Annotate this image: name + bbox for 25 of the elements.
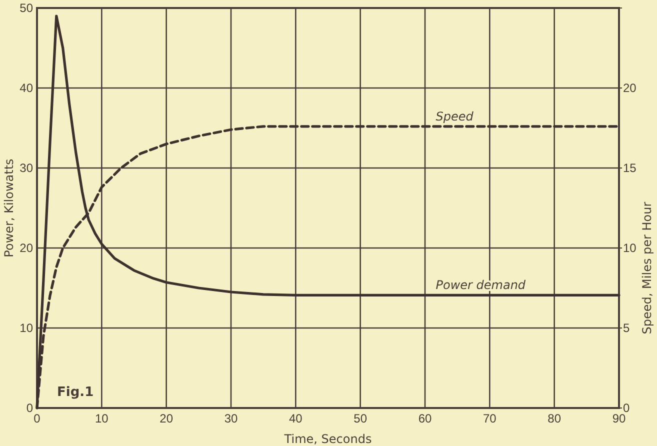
- x-tick-label: 80: [548, 412, 562, 426]
- y2-tick-label: 15: [623, 160, 637, 175]
- y2-axis-title: Speed, Miles per Hour: [640, 202, 654, 334]
- y-tick-label: 40: [20, 80, 34, 95]
- x-tick-label: 10: [94, 412, 109, 426]
- y-tick-label: 10: [20, 320, 34, 335]
- annotation: Fig.1: [57, 385, 94, 400]
- y2-tick-label: 0: [623, 400, 630, 415]
- y2-tick-label: 5: [623, 320, 630, 335]
- x-axis-title: Time, Seconds: [283, 432, 372, 446]
- y-tick-label: 20: [20, 240, 34, 255]
- y-axis-title: Power, Kilowatts: [2, 158, 16, 258]
- x-tick-label: 90: [612, 412, 626, 426]
- y-tick-label: 30: [20, 160, 34, 175]
- x-tick-label: 30: [224, 412, 238, 426]
- y2-tick-label: 10: [623, 240, 637, 255]
- x-tick-label: 50: [354, 412, 368, 426]
- x-tick-label: 40: [288, 412, 303, 426]
- y2-tick-label: 20: [623, 80, 637, 95]
- x-tick-label: 70: [482, 412, 497, 426]
- series-label: Speed: [436, 109, 474, 124]
- x-tick-label: 60: [418, 412, 432, 426]
- x-tick-label: 20: [160, 412, 174, 426]
- y-tick-label: 50: [20, 0, 34, 15]
- y-tick-label: 0: [26, 400, 34, 415]
